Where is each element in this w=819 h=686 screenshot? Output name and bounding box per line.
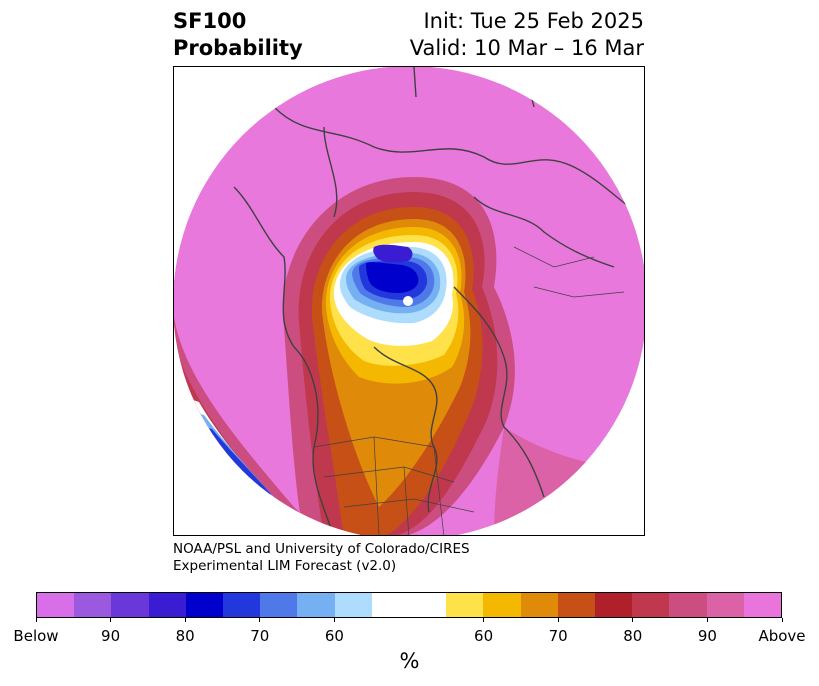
colorbar-tick-mark <box>483 618 485 622</box>
chart-title: SF100 Probability <box>173 8 303 62</box>
colorbar-segment <box>520 593 558 617</box>
coastline-north-atlantic <box>453 286 545 498</box>
colorbar <box>36 592 782 618</box>
colorbar-tick-label: 70 <box>548 627 568 645</box>
coastline-west <box>233 186 335 535</box>
colorbar-segment <box>334 593 372 617</box>
coastline-scandinavia <box>473 196 615 268</box>
band-85-below <box>366 262 419 293</box>
probability-map <box>174 67 644 535</box>
probability-field <box>174 67 644 535</box>
colorbar-segment <box>297 593 335 617</box>
colorbar-segment <box>706 593 744 617</box>
colorbar-tick-label: 60 <box>324 627 344 645</box>
colorbar-segment <box>148 593 186 617</box>
colorbar-tick-label: 90 <box>697 627 717 645</box>
colorbar-segment <box>74 593 112 617</box>
colorbar-tick-mark <box>557 618 559 622</box>
colorbar-tick-mark <box>706 618 708 622</box>
map-panel <box>173 66 645 536</box>
colorbar-segment <box>483 593 521 617</box>
title-type: Probability <box>173 36 303 60</box>
coastline-eurasia-north <box>273 106 644 218</box>
colorbar-segment <box>185 593 224 617</box>
init-date: Init: Tue 25 Feb 2025 <box>423 9 644 33</box>
colorbar-segment <box>632 593 670 617</box>
band-90-below <box>373 244 413 263</box>
colorbar-unit: % <box>399 649 420 673</box>
colorbar-tick-label: 80 <box>623 627 643 645</box>
credit-text: NOAA/PSL and University of Colorado/CIRE… <box>173 541 470 575</box>
band-80-below-west <box>204 427 272 495</box>
title-variable: SF100 <box>173 9 247 33</box>
colorbar-tick-mark <box>184 618 186 622</box>
valid-range: Valid: 10 Mar – 16 Mar <box>409 36 644 60</box>
colorbar-tick-label: 80 <box>175 627 195 645</box>
colorbar-tick-mark <box>632 618 634 622</box>
colorbar-segment <box>223 593 261 617</box>
colorbar-tick-label: 60 <box>474 627 494 645</box>
forecast-dates: Init: Tue 25 Feb 2025 Valid: 10 Mar – 16… <box>410 8 644 62</box>
colorbar-segment <box>743 593 782 617</box>
colorbar-tick-mark <box>35 618 37 622</box>
political-borders <box>313 246 625 535</box>
pole-marker <box>403 296 413 306</box>
colorbar-segment <box>669 593 707 617</box>
border-lines-europe <box>513 246 625 298</box>
colorbar-segment <box>446 593 484 617</box>
colorbar-tick-label: 70 <box>250 627 270 645</box>
colorbar-tick-label: Above <box>758 627 806 645</box>
credit-line-1: NOAA/PSL and University of Colorado/CIRE… <box>173 541 470 557</box>
colorbar-tick-mark <box>110 618 112 622</box>
colorbar-segment <box>111 593 149 617</box>
colorbar-tick-label: 90 <box>101 627 121 645</box>
colorbar-segment <box>557 593 596 617</box>
colorbar-tick-mark <box>333 618 335 622</box>
colorbar-tick-mark <box>781 618 783 622</box>
colorbar-tick-label: Below <box>13 627 59 645</box>
colorbar-segment <box>37 593 75 617</box>
colorbar-segment <box>371 593 447 617</box>
colorbar-segment <box>260 593 298 617</box>
colorbar-segment <box>595 593 633 617</box>
credit-line-2: Experimental LIM Forecast (v2.0) <box>173 558 397 574</box>
border-lines-vertical <box>373 436 445 535</box>
colorbar-tick-mark <box>259 618 261 622</box>
coastline-siberia <box>323 126 338 218</box>
coastline-hudson <box>373 346 438 513</box>
